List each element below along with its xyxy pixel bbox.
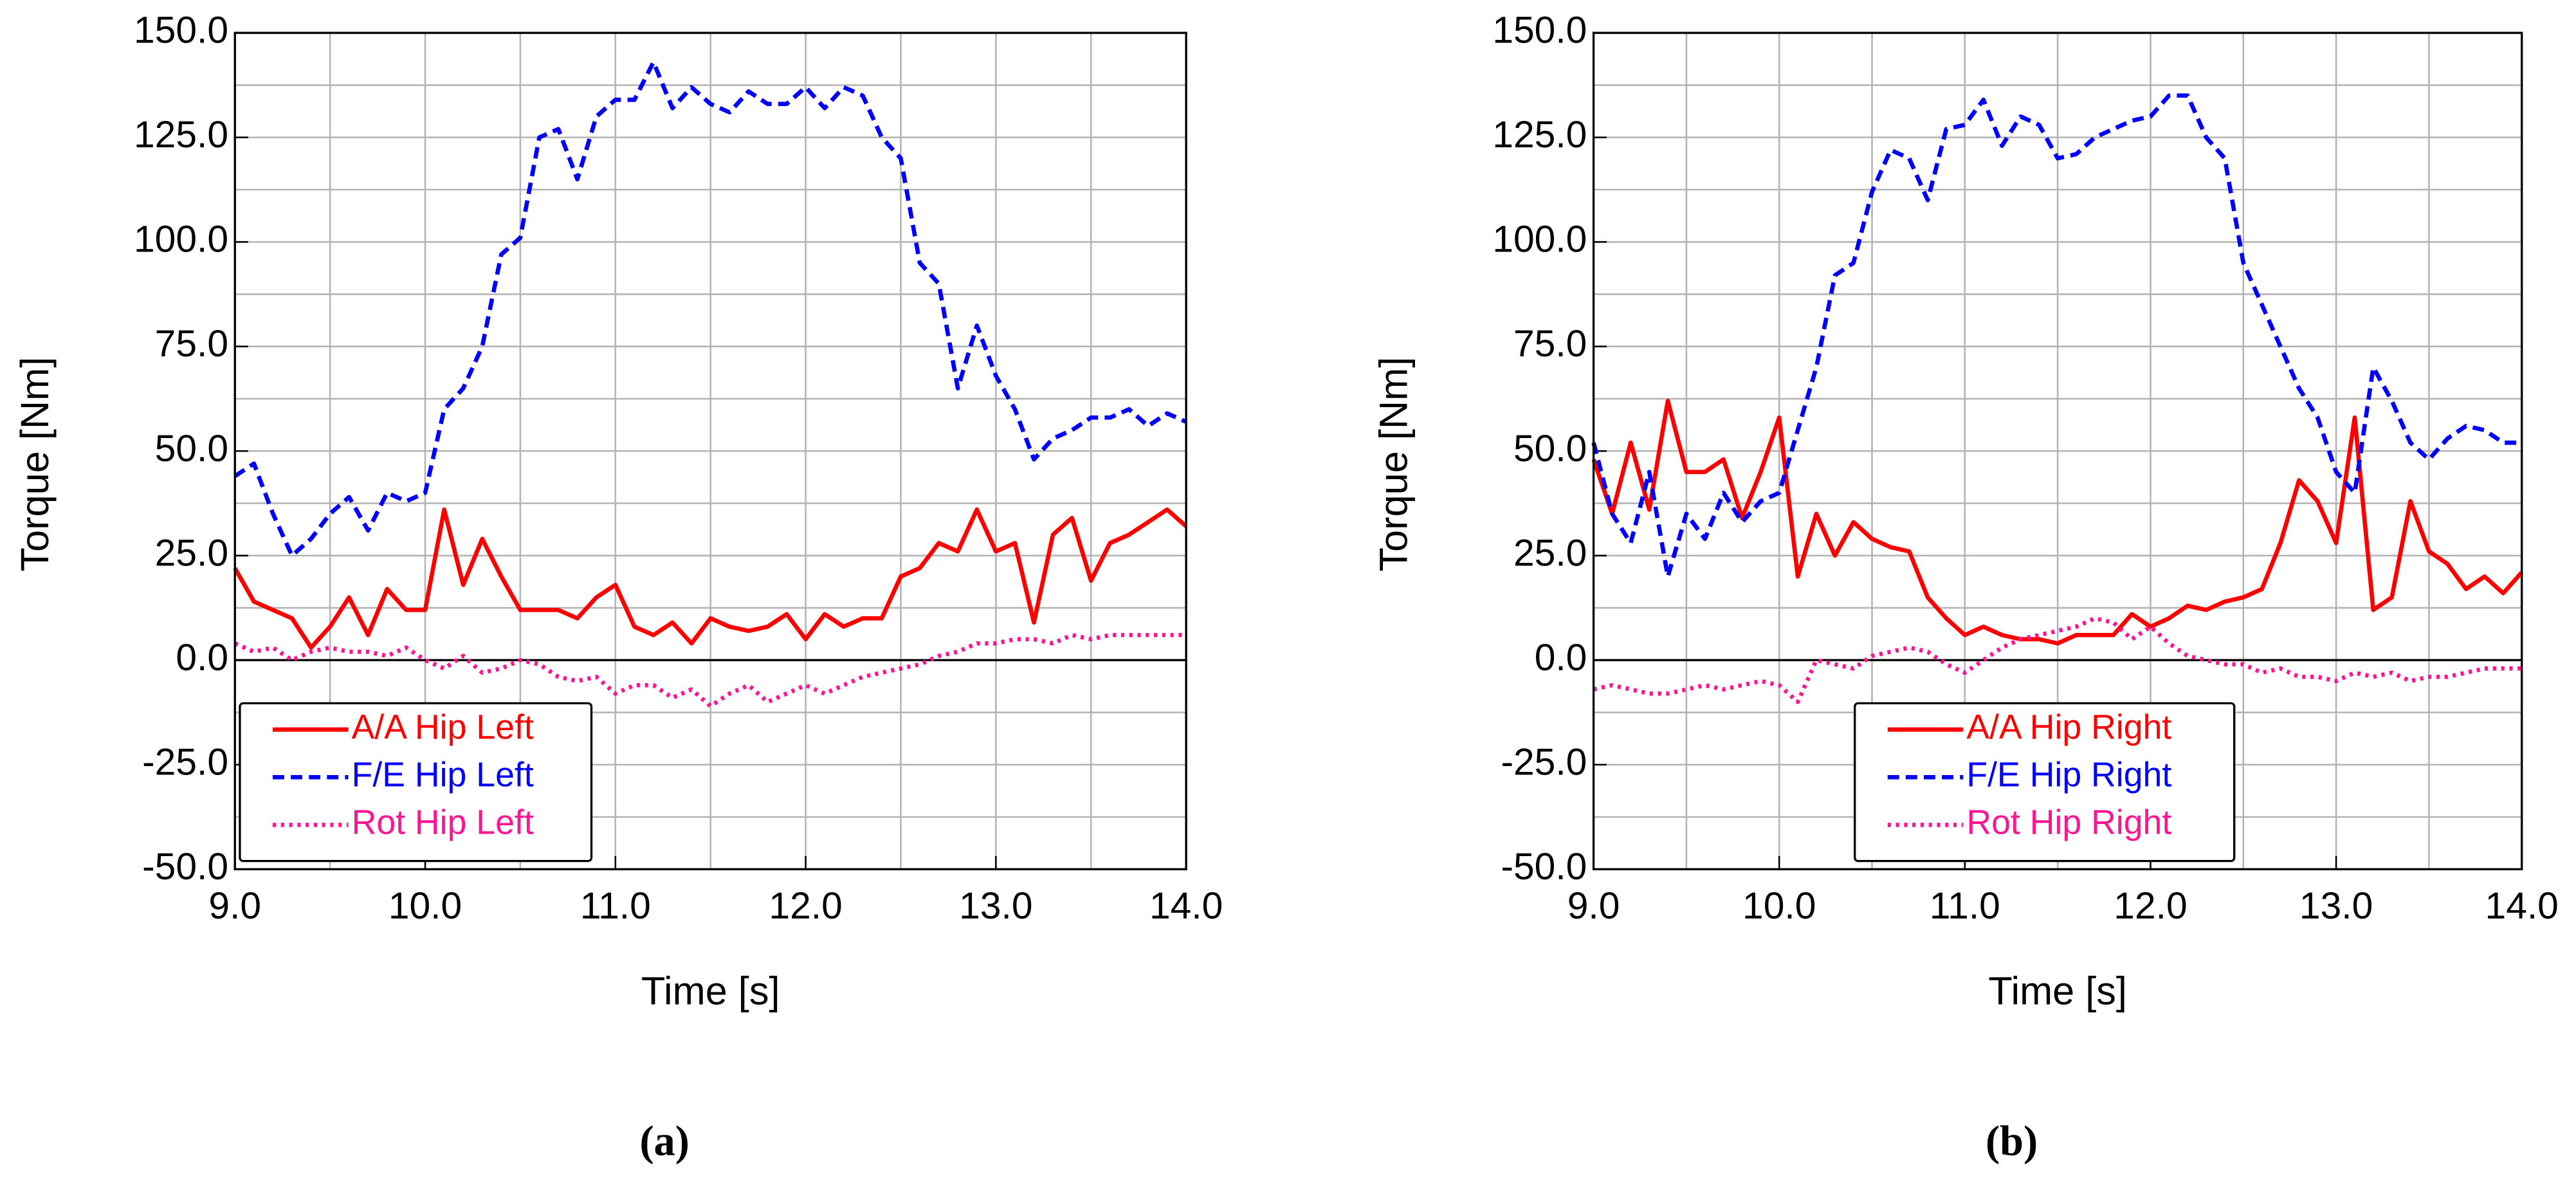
legend-label: A/A Hip Right [1966,708,2171,746]
y-tick-label: 150.0 [134,10,228,51]
x-tick-label: 10.0 [1742,885,1816,927]
x-tick-label: 9.0 [208,885,261,927]
series-line [1591,398,2524,646]
x-tick-label: 13.0 [2299,885,2373,927]
chart: 9.0 10.0 11.0 12.0 13.0 14.0 -50.0 -25.0 0.0 25.0… [13,10,1223,1165]
y-tick-label: -50.0 [142,846,228,888]
legend-label: F/E Hip Right [1966,756,2171,794]
x-tick-label: 9.0 [1567,885,1620,927]
x-tick-label: 11.0 [580,885,651,927]
legend-label: Rot Hip Left [352,803,534,842]
series-line [233,60,1187,558]
x-axis-label: Time [s] [1988,969,2127,1013]
y-axis-label: Torque [Nm] [13,357,57,572]
legend-label: Rot Hip Right [1966,803,2171,842]
series-line [1591,93,2522,579]
y-tick-label: 75.0 [155,323,228,365]
y-tick-label: 100.0 [1492,219,1587,260]
y-tick-label: 0.0 [1535,637,1587,679]
plot-frame [1592,32,2523,871]
y-axis-label: Torque [Nm] [1371,357,1415,572]
chart: 9.0 10.0 11.0 12.0 13.0 14.0 -50.0 -25.0 0.0 25.0… [1371,10,2559,1165]
x-tick-label: 14.0 [2485,885,2559,927]
y-tick-label: 100.0 [134,219,228,260]
legend: A/A Hip Right F/E Hip Right Rot Hip Right [1854,702,2236,863]
legend: A/A Hip Left F/E Hip Left Rot Hip Left [239,702,593,863]
x-tick-label: 11.0 [1930,885,2000,927]
y-tick-label: 25.0 [1513,532,1587,574]
series-line [233,632,1187,709]
y-tick-label: 150.0 [1492,10,1587,51]
caption: (b) [1986,1118,2038,1165]
y-tick-label: 125.0 [134,114,228,156]
y-tick-label: -50.0 [1501,846,1587,888]
x-tick-label: 13.0 [959,885,1032,927]
x-tick-label: 12.0 [769,885,842,927]
legend-label: F/E Hip Left [352,756,534,794]
x-tick-label: 14.0 [1149,885,1223,927]
y-tick-label: 50.0 [1513,428,1587,470]
y-tick-label: -25.0 [142,741,228,783]
legend-label: A/A Hip Left [352,708,534,746]
y-tick-label: 125.0 [1492,114,1587,156]
y-tick-label: 25.0 [155,532,228,574]
y-tick-label: -25.0 [1501,741,1587,783]
y-tick-label: 0.0 [176,637,228,679]
x-axis-label: Time [s] [641,969,780,1013]
x-tick-label: 12.0 [2114,885,2187,927]
y-tick-label: 50.0 [155,428,228,470]
caption: (a) [639,1118,689,1165]
legend-box [239,702,593,863]
legend-box [1854,702,2236,863]
plot-frame [233,32,1187,871]
series-line [233,507,1188,650]
series-line [1593,616,2522,704]
y-tick-label: 75.0 [1513,323,1587,365]
x-tick-label: 10.0 [388,885,462,927]
